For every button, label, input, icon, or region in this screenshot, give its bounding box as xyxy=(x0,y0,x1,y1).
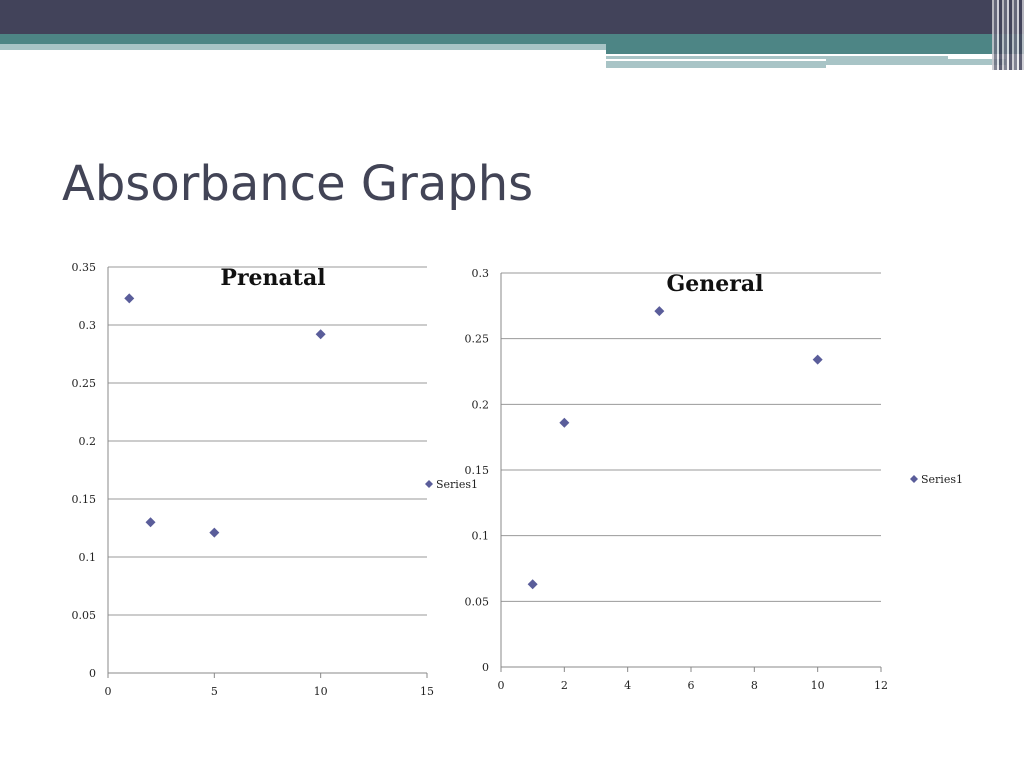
x-tick-label: 0 xyxy=(105,685,112,698)
data-point xyxy=(209,527,220,538)
x-tick-label: 12 xyxy=(874,679,888,692)
data-point xyxy=(812,354,823,365)
x-tick-label: 8 xyxy=(751,679,758,692)
header-stripe-3 xyxy=(826,59,1006,65)
y-tick-label: 0.25 xyxy=(72,377,97,390)
chart-title: Prenatal xyxy=(220,265,325,291)
header-band-teal-right xyxy=(606,44,1024,54)
y-tick-label: 0.15 xyxy=(72,493,97,506)
data-point xyxy=(527,579,538,590)
x-tick-label: 10 xyxy=(811,679,825,692)
y-tick-label: 0.35 xyxy=(72,261,97,274)
y-tick-label: 0 xyxy=(89,667,96,680)
y-tick-label: 0.2 xyxy=(79,435,97,448)
header-band-light xyxy=(0,44,1024,50)
general-chart: 0 0.05 0.1 0.15 0.2 0.25 0.3 0 2 4 6 8 10 12 Series1 Ge… xyxy=(465,267,963,692)
x-tick-label: 10 xyxy=(314,685,328,698)
y-tick-label: 0.3 xyxy=(79,319,97,332)
header-vertical-lines xyxy=(992,0,1024,70)
data-point xyxy=(145,517,156,528)
y-tick-label: 0.1 xyxy=(472,530,490,543)
legend-label: Series1 xyxy=(921,473,963,486)
prenatal-chart: 0 0.05 0.1 0.15 0.2 0.25 0.3 0.35 0 5 10 15 Series1 P… xyxy=(72,261,478,698)
legend-label: Series1 xyxy=(436,478,478,491)
y-tick-label: 0.1 xyxy=(79,551,97,564)
y-tick-label: 0.05 xyxy=(72,609,97,622)
slide-title: Absorbance Graphs xyxy=(62,156,534,212)
y-tick-label: 0.05 xyxy=(465,595,490,608)
x-tick-label: 6 xyxy=(688,679,695,692)
y-tick-label: 0.15 xyxy=(465,464,490,477)
legend-marker xyxy=(910,475,918,483)
y-tick-label: 0.25 xyxy=(465,333,490,346)
x-tick-label: 2 xyxy=(561,679,568,692)
x-tick-label: 0 xyxy=(498,679,505,692)
y-tick-label: 0.3 xyxy=(472,267,490,280)
data-point xyxy=(654,306,665,317)
header-bar-dark xyxy=(0,0,1024,34)
x-tick-label: 5 xyxy=(211,685,218,698)
x-tick-label: 4 xyxy=(624,679,631,692)
chart-title: General xyxy=(667,271,764,297)
data-point xyxy=(559,417,570,428)
y-tick-label: 0.2 xyxy=(472,398,490,411)
data-point xyxy=(315,329,326,340)
header-stripe-1 xyxy=(606,56,948,59)
header-stripe-2 xyxy=(606,61,826,68)
y-tick-label: 0 xyxy=(482,661,489,674)
legend-marker xyxy=(425,480,433,488)
x-tick-label: 15 xyxy=(420,685,434,698)
header-band-teal xyxy=(0,34,1024,44)
data-point xyxy=(124,293,135,304)
